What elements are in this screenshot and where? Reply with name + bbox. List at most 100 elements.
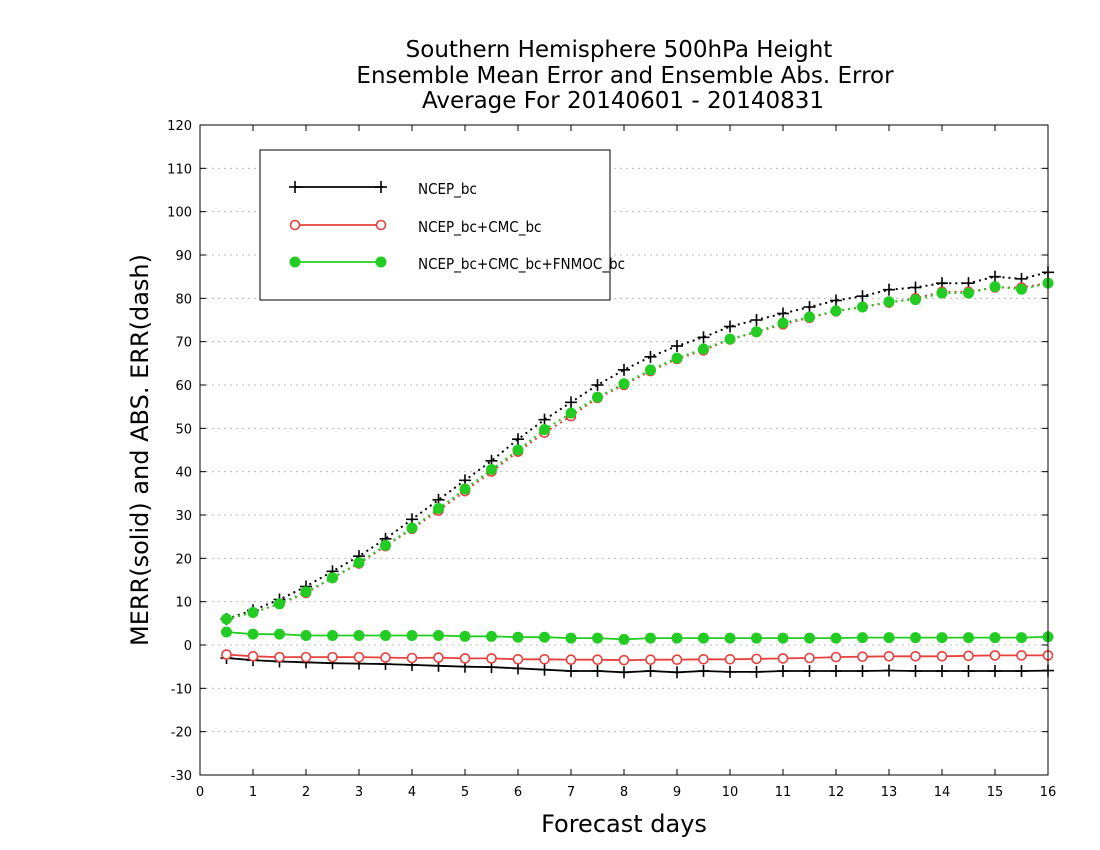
abserr-point-ncep-bc-22 bbox=[803, 301, 816, 313]
x-tick-label-2: 2 bbox=[302, 785, 310, 800]
merr-point-ncep-cmc-14 bbox=[592, 654, 603, 666]
merr-point-ncep-cmc-fnmoc-3 bbox=[300, 629, 312, 641]
merr-point-ncep-cmc-21 bbox=[777, 653, 789, 664]
merr-point-ncep-cmc-6 bbox=[380, 652, 391, 663]
abserr-point-ncep-cmc-fnmoc-16 bbox=[645, 364, 656, 376]
merr-point-ncep-cmc-13 bbox=[565, 654, 577, 666]
merr-point-ncep-cmc-12 bbox=[539, 653, 550, 665]
legend-marker-start-ncep-cmc-fnmoc bbox=[289, 256, 301, 268]
abserr-point-ncep-cmc-fnmoc-30 bbox=[1016, 283, 1027, 295]
abserr-point-ncep-cmc-fnmoc-1 bbox=[247, 607, 259, 618]
legend-symbols bbox=[289, 181, 387, 268]
merr-point-ncep-cmc-fnmoc-25 bbox=[883, 632, 895, 644]
merr-point-ncep-bc-20 bbox=[750, 665, 763, 678]
merr-point-ncep-cmc-15 bbox=[618, 654, 630, 666]
abserr-point-ncep-cmc-fnmoc-7 bbox=[406, 522, 418, 534]
merr-point-ncep-cmc-fnmoc-8 bbox=[433, 629, 444, 641]
merr-point-ncep-cmc-fnmoc-9 bbox=[459, 630, 471, 642]
abserr-point-ncep-cmc-fnmoc-27 bbox=[936, 287, 948, 299]
merr-point-ncep-bc-16 bbox=[644, 665, 657, 677]
abserr-point-ncep-cmc-fnmoc-12 bbox=[539, 424, 550, 436]
merr-point-ncep-bc-13 bbox=[565, 665, 577, 677]
y-tick-label-30: 30 bbox=[175, 509, 192, 524]
merr-point-ncep-cmc-27 bbox=[936, 650, 948, 662]
merr-point-ncep-cmc-22 bbox=[804, 652, 815, 664]
chart-title: Southern Hemisphere 500hPa Height bbox=[406, 37, 833, 63]
chart-subtitle-period: Average For 20140601 - 20140831 bbox=[422, 88, 824, 114]
abserr-point-ncep-bc-12 bbox=[538, 413, 551, 426]
merr-point-ncep-bc-29 bbox=[989, 665, 1001, 677]
abserr-point-ncep-bc-16 bbox=[644, 350, 657, 363]
merr-point-ncep-bc-14 bbox=[591, 665, 604, 677]
x-axis-label: Forecast days bbox=[541, 810, 707, 838]
abserr-line-ncep-bc bbox=[226, 271, 1049, 620]
merr-point-ncep-bc-30 bbox=[1015, 665, 1028, 677]
merr-point-ncep-cmc-19 bbox=[724, 653, 736, 665]
x-tick-label-7: 7 bbox=[567, 785, 575, 800]
y-tick-label--30: -30 bbox=[171, 769, 192, 784]
y-tick-label-10: 10 bbox=[175, 596, 192, 611]
x-tick-label-12: 12 bbox=[828, 785, 845, 800]
merr-point-ncep-cmc-2 bbox=[274, 651, 285, 663]
y-tick-label-20: 20 bbox=[175, 552, 192, 567]
merr-point-ncep-cmc-fnmoc-10 bbox=[486, 630, 497, 642]
y-tick-label-0: 0 bbox=[184, 639, 192, 654]
merr-point-ncep-cmc-fnmoc-6 bbox=[380, 629, 391, 641]
abserr-point-ncep-cmc-fnmoc-17 bbox=[671, 352, 683, 364]
abserr-point-ncep-cmc-fnmoc-26 bbox=[910, 294, 921, 306]
abserr-point-ncep-cmc-fnmoc-23 bbox=[830, 305, 842, 317]
chart-subtitle: Ensemble Mean Error and Ensemble Abs. Er… bbox=[356, 63, 894, 89]
merr-point-ncep-cmc-20 bbox=[751, 653, 762, 665]
merr-point-ncep-cmc-16 bbox=[645, 654, 656, 666]
merr-point-ncep-cmc-0 bbox=[221, 649, 232, 660]
x-tick-label-8: 8 bbox=[620, 785, 628, 800]
legend-marker-end-ncep-bc bbox=[375, 181, 387, 193]
y-tick-label-40: 40 bbox=[175, 466, 192, 481]
merr-point-ncep-cmc-7 bbox=[406, 652, 418, 664]
x-tick-label-13: 13 bbox=[881, 785, 898, 800]
x-tick-label-1: 1 bbox=[249, 785, 257, 800]
x-tick-label-14: 14 bbox=[934, 785, 951, 800]
merr-point-ncep-bc-15 bbox=[618, 666, 630, 679]
merr-point-ncep-cmc-fnmoc-19 bbox=[724, 632, 736, 644]
merr-point-ncep-cmc-28 bbox=[963, 650, 974, 662]
merr-point-ncep-bc-19 bbox=[724, 665, 736, 678]
abserr-point-ncep-cmc-fnmoc-18 bbox=[698, 343, 709, 355]
merr-point-ncep-cmc-3 bbox=[300, 651, 312, 663]
abserr-point-ncep-bc-18 bbox=[697, 331, 710, 344]
abserr-point-ncep-bc-23 bbox=[830, 294, 842, 307]
abserr-point-ncep-bc-11 bbox=[512, 433, 524, 446]
merr-point-ncep-bc-17 bbox=[671, 666, 683, 679]
abserr-point-ncep-cmc-fnmoc-4 bbox=[327, 572, 338, 584]
merr-point-ncep-bc-22 bbox=[803, 665, 816, 677]
abserr-point-ncep-cmc-fnmoc-22 bbox=[804, 311, 815, 323]
abserr-point-ncep-cmc-fnmoc-11 bbox=[512, 444, 524, 456]
merr-point-ncep-cmc-fnmoc-16 bbox=[645, 632, 656, 644]
y-tick-label-120: 120 bbox=[167, 119, 192, 134]
abserr-point-ncep-cmc-fnmoc-24 bbox=[857, 301, 868, 313]
abserr-point-ncep-cmc-fnmoc-13 bbox=[565, 407, 577, 419]
abserr-point-ncep-bc-21 bbox=[777, 307, 789, 320]
x-tick-label-10: 10 bbox=[722, 785, 739, 800]
x-tick-label-5: 5 bbox=[461, 785, 469, 800]
y-tick-label-110: 110 bbox=[167, 162, 192, 177]
merr-point-ncep-cmc-fnmoc-4 bbox=[327, 629, 338, 641]
plot-frame bbox=[199, 124, 1049, 776]
legend-marker-end-ncep-cmc-fnmoc bbox=[375, 256, 387, 268]
legend-label-ncep-bc: NCEP_bc bbox=[418, 180, 477, 199]
merr-point-ncep-bc-28 bbox=[962, 665, 975, 677]
x-tick-label-11: 11 bbox=[775, 785, 792, 800]
abserr-point-ncep-cmc-fnmoc-14 bbox=[592, 391, 603, 403]
abserr-point-ncep-cmc-fnmoc-0 bbox=[221, 613, 232, 625]
abserr-point-ncep-cmc-fnmoc-5 bbox=[353, 557, 365, 569]
legend-marker-start-ncep-bc bbox=[289, 181, 301, 193]
abserr-point-ncep-bc-17 bbox=[671, 340, 683, 352]
y-tick-label-100: 100 bbox=[167, 206, 192, 221]
merr-point-ncep-cmc-fnmoc-24 bbox=[857, 632, 868, 644]
merr-point-ncep-cmc-5 bbox=[353, 651, 365, 663]
merr-point-ncep-cmc-fnmoc-23 bbox=[830, 632, 842, 644]
merr-point-ncep-cmc-8 bbox=[433, 652, 444, 663]
merr-point-ncep-bc-18 bbox=[697, 665, 710, 677]
merr-point-ncep-cmc-9 bbox=[459, 653, 471, 664]
abserr-point-ncep-bc-24 bbox=[856, 290, 869, 303]
